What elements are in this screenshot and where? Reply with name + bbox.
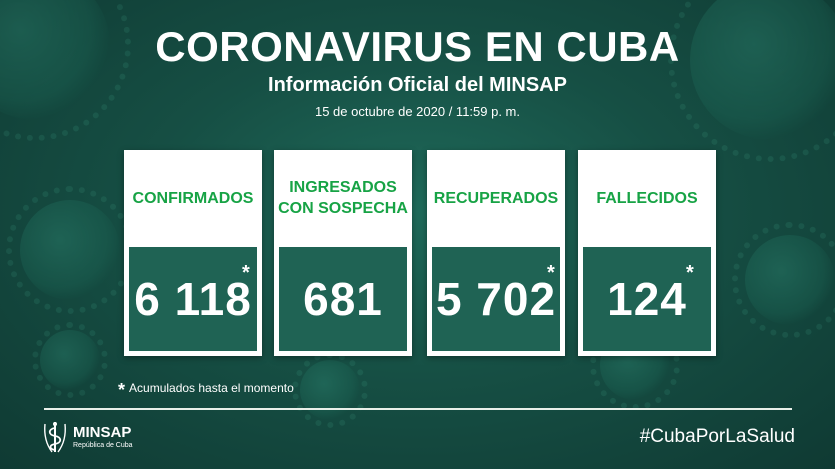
report-date: 15 de octubre de 2020 / 11:59 p. m. [314, 104, 521, 119]
stat-card-ingresados: INGRESADOS CON SOSPECHA 681 [274, 150, 412, 356]
virus-decoration [291, 351, 369, 429]
logo-subtitle: República de Cuba [73, 442, 133, 449]
minsap-emblem-icon [44, 422, 66, 453]
asterisk-mark: * [242, 262, 250, 284]
asterisk-mark: * [547, 262, 555, 284]
stat-value-box: 6 118 [129, 247, 257, 351]
stat-value-box: 124 [583, 247, 711, 351]
asterisk-mark: * [118, 380, 126, 400]
virus-decoration [667, 0, 835, 163]
stat-value-box: 681 [279, 247, 407, 351]
virus-decoration [31, 321, 109, 399]
footnote: * Acumulados hasta el momento [118, 380, 294, 401]
stat-value-box: 5 702 [432, 247, 560, 351]
stat-card-confirmados: CONFIRMADOS 6 118 * [124, 150, 262, 356]
footnote-text: Acumulados hasta el momento [129, 381, 294, 395]
stat-label: RECUPERADOS [433, 189, 559, 207]
stat-value: 124 [607, 273, 687, 325]
page-title: CORONAVIRUS EN CUBA [155, 23, 680, 70]
asterisk-mark: * [686, 262, 694, 284]
stat-label: CONFIRMADOS [132, 189, 254, 207]
virus-decoration [732, 222, 835, 338]
stat-card-recuperados: RECUPERADOS 5 702 * [427, 150, 565, 356]
stat-value: 5 702 [435, 273, 557, 325]
stat-label: FALLECIDOS [596, 189, 698, 207]
stat-value: 681 [303, 273, 383, 325]
hashtag: #CubaPorLaSalud [639, 426, 795, 447]
stat-card-fallecidos: FALLECIDOS 124 * [578, 150, 716, 356]
minsap-logo: MINSAP República de Cuba [42, 420, 133, 454]
logo-name: MINSAP [73, 424, 132, 441]
stat-value: 6 118 [134, 273, 252, 325]
virus-decoration [6, 186, 134, 314]
divider [44, 408, 792, 410]
stat-label: INGRESADOS CON SOSPECHA [278, 179, 408, 217]
page-subtitle: Información Oficial del MINSAP [268, 74, 567, 96]
